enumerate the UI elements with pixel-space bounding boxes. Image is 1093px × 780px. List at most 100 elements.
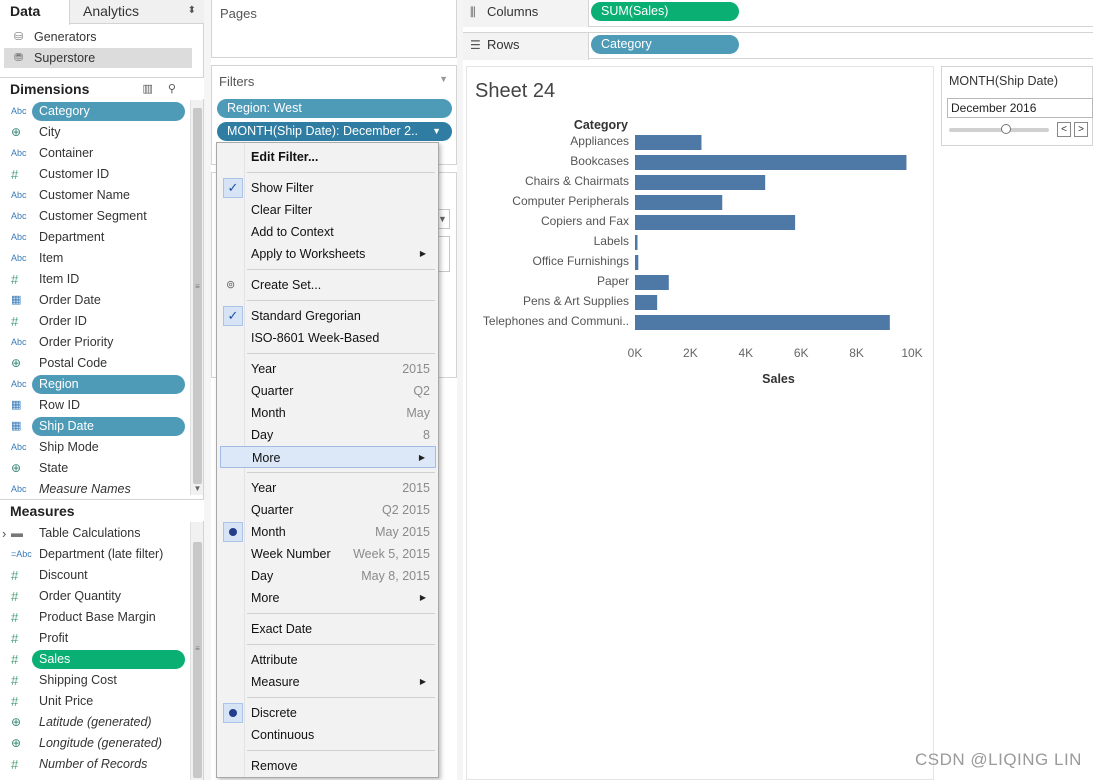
menu-item-month[interactable]: Month May: [220, 402, 436, 424]
menu-item-year[interactable]: Year 2015: [220, 358, 436, 380]
field-customer-id[interactable]: # Customer ID: [0, 164, 188, 185]
field-label: Discount: [39, 568, 88, 582]
field-discount[interactable]: # Discount: [0, 565, 188, 586]
filter-pill-ship-date[interactable]: MONTH(Ship Date): December 2.. ▼: [217, 122, 452, 141]
field-state[interactable]: ⊕ State: [0, 458, 188, 479]
measures-title: Measures: [10, 503, 75, 519]
field-number-of-records[interactable]: # Number of Records: [0, 754, 188, 775]
menu-item-clear-filter[interactable]: Clear Filter: [220, 199, 436, 221]
marks-buttons[interactable]: [436, 236, 450, 272]
menu-item-week-number[interactable]: Week Number Week 5, 2015: [220, 543, 436, 565]
rows-pill-category[interactable]: Category: [591, 35, 739, 54]
pane-tabs: Data Analytics ⬍: [0, 0, 204, 25]
field-ship-mode[interactable]: Abc Ship Mode: [0, 437, 188, 458]
menu-item-quarter[interactable]: Quarter Q2 2015: [220, 499, 436, 521]
menu-item-year[interactable]: Year 2015: [220, 477, 436, 499]
measures-scrollbar[interactable]: ≡: [190, 522, 203, 780]
sheet-title[interactable]: Sheet 24: [475, 80, 556, 102]
expand-chevron-icon[interactable]: ›: [2, 526, 7, 541]
field-category[interactable]: Abc Category: [0, 101, 188, 122]
field-city[interactable]: ⊕ City: [0, 122, 188, 143]
menu-item-standard-gregorian[interactable]: Standard Gregorian ✓: [220, 305, 436, 327]
menu-item-label: Measure: [251, 675, 300, 689]
menu-item-add-to-context[interactable]: Add to Context: [220, 221, 436, 243]
field-department[interactable]: Abc Department: [0, 227, 188, 248]
field-shipping-cost[interactable]: # Shipping Cost: [0, 670, 188, 691]
filters-menu-caret-icon[interactable]: ▼: [439, 74, 448, 84]
menu-item-label: Week Number: [251, 547, 331, 561]
field-department-late-filter[interactable]: =Abc Department (late filter): [0, 544, 188, 565]
dimensions-scroll-thumb[interactable]: [193, 108, 202, 484]
menu-item-more[interactable]: More ▶: [220, 587, 436, 609]
view-search-icons[interactable]: ▥ ⚲: [142, 83, 182, 95]
date-type-icon: ▦: [11, 294, 22, 306]
field-customer-name[interactable]: Abc Customer Name: [0, 185, 188, 206]
field-unit-price[interactable]: # Unit Price: [0, 691, 188, 712]
field-item[interactable]: Abc Item: [0, 248, 188, 269]
updown-arrows-icon[interactable]: ⬍: [187, 5, 196, 16]
menu-item-attribute[interactable]: Attribute: [220, 649, 436, 671]
tab-data[interactable]: Data: [0, 0, 70, 25]
field-order-date[interactable]: ▦ Order Date: [0, 290, 188, 311]
field-label: Item ID: [39, 272, 80, 286]
mark-type-dropdown-icon[interactable]: ▼: [436, 209, 450, 229]
slider-knob[interactable]: [1001, 124, 1011, 134]
filter-pill-region[interactable]: Region: West: [217, 99, 452, 118]
menu-item-edit-filter[interactable]: Edit Filter...: [220, 146, 436, 168]
filter-card-value-field[interactable]: December 2016: [947, 98, 1093, 118]
menu-item-discrete[interactable]: Discrete: [220, 702, 436, 724]
menu-item-iso-8601-week-based[interactable]: ISO-8601 Week-Based: [220, 327, 436, 349]
field-profit[interactable]: # Profit: [0, 628, 188, 649]
filter-card-slider[interactable]: [949, 124, 1049, 134]
menu-item-measure[interactable]: Measure ▶: [220, 671, 436, 693]
field-table-calculations[interactable]: ▬ Table Calculations ›: [0, 523, 188, 544]
menu-item-create-set[interactable]: Create Set... ⊚: [220, 274, 436, 296]
pane-splitter[interactable]: [204, 0, 211, 780]
next-button[interactable]: >: [1074, 122, 1088, 137]
field-label: State: [39, 461, 69, 475]
field-product-base-margin[interactable]: # Product Base Margin: [0, 607, 188, 628]
menu-item-day[interactable]: Day 8: [220, 424, 436, 446]
columns-shelf[interactable]: ⫼ Columns SUM(Sales): [463, 0, 1093, 27]
menu-item-exact-date[interactable]: Exact Date: [220, 618, 436, 640]
field-latitude-generated[interactable]: ⊕ Latitude (generated): [0, 712, 188, 733]
field-longitude-generated[interactable]: ⊕ Longitude (generated): [0, 733, 188, 754]
pane-splitter[interactable]: [457, 0, 463, 780]
prev-button[interactable]: <: [1057, 122, 1071, 137]
dimensions-scrollbar[interactable]: ≡ ▼: [190, 100, 203, 495]
menu-item-more[interactable]: More ▶: [220, 446, 436, 468]
field-order-id[interactable]: # Order ID: [0, 311, 188, 332]
tab-analytics[interactable]: Analytics ⬍: [70, 0, 204, 24]
menu-item-apply-to-worksheets[interactable]: Apply to Worksheets ▶: [220, 243, 436, 265]
columns-icon: ⫼: [470, 5, 476, 19]
field-sales[interactable]: # Sales: [0, 649, 188, 670]
pill-dropdown-icon[interactable]: ▼: [432, 126, 441, 136]
menu-item-label: Attribute: [251, 653, 298, 667]
scroll-grip-icon: ≡: [195, 644, 200, 653]
scroll-down-arrow-icon[interactable]: ▼: [193, 484, 202, 493]
pages-shelf[interactable]: Pages: [211, 0, 457, 58]
measures-scroll-thumb[interactable]: [193, 542, 202, 778]
rows-shelf[interactable]: ☰ Rows Category: [463, 32, 1093, 60]
field-customer-segment[interactable]: Abc Customer Segment: [0, 206, 188, 227]
menu-item-label: Day: [251, 569, 274, 583]
submenu-arrow-icon: ▶: [419, 677, 426, 686]
menu-item-show-filter[interactable]: Show Filter ✓: [220, 177, 436, 199]
field-row-id[interactable]: ▦ Row ID: [0, 395, 188, 416]
menu-item-continuous[interactable]: Continuous: [220, 724, 436, 746]
field-order-priority[interactable]: Abc Order Priority: [0, 332, 188, 353]
datasource-superstore[interactable]: ⛃ Superstore: [4, 48, 192, 68]
menu-item-quarter[interactable]: Quarter Q2: [220, 380, 436, 402]
field-measure-names[interactable]: Abc Measure Names: [0, 479, 188, 500]
menu-item-month[interactable]: Month May 2015: [220, 521, 436, 543]
menu-item-day[interactable]: Day May 8, 2015: [220, 565, 436, 587]
field-postal-code[interactable]: ⊕ Postal Code: [0, 353, 188, 374]
columns-pill-sum-sales[interactable]: SUM(Sales): [591, 2, 739, 21]
field-ship-date[interactable]: ▦ Ship Date: [0, 416, 188, 437]
field-region[interactable]: Abc Region: [0, 374, 188, 395]
field-order-quantity[interactable]: # Order Quantity: [0, 586, 188, 607]
field-item-id[interactable]: # Item ID: [0, 269, 188, 290]
menu-item-remove[interactable]: Remove: [220, 755, 436, 777]
field-container[interactable]: Abc Container: [0, 143, 188, 164]
datasource-generators[interactable]: ⛁ Generators: [4, 27, 192, 47]
